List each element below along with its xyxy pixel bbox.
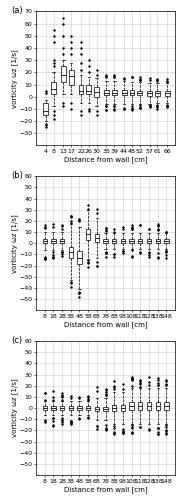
Text: (b): (b)	[11, 171, 23, 180]
PathPatch shape	[60, 240, 64, 242]
PathPatch shape	[121, 240, 125, 242]
PathPatch shape	[147, 90, 152, 96]
PathPatch shape	[51, 406, 56, 410]
PathPatch shape	[61, 66, 66, 82]
PathPatch shape	[77, 406, 82, 410]
PathPatch shape	[51, 240, 56, 242]
PathPatch shape	[112, 404, 116, 411]
PathPatch shape	[103, 240, 108, 242]
PathPatch shape	[138, 402, 143, 410]
PathPatch shape	[43, 240, 47, 242]
PathPatch shape	[60, 406, 64, 410]
PathPatch shape	[79, 84, 84, 94]
PathPatch shape	[129, 402, 134, 410]
PathPatch shape	[155, 402, 160, 410]
PathPatch shape	[86, 406, 90, 410]
PathPatch shape	[69, 246, 73, 258]
PathPatch shape	[165, 91, 170, 96]
PathPatch shape	[147, 240, 151, 242]
Y-axis label: vorticity ωz [1/s]: vorticity ωz [1/s]	[11, 49, 18, 108]
PathPatch shape	[138, 240, 143, 242]
PathPatch shape	[77, 251, 82, 264]
PathPatch shape	[164, 402, 169, 410]
PathPatch shape	[104, 90, 109, 95]
X-axis label: Distance from wall [cm]: Distance from wall [cm]	[64, 156, 147, 164]
Text: (a): (a)	[11, 6, 23, 15]
PathPatch shape	[86, 84, 91, 94]
PathPatch shape	[86, 229, 90, 240]
PathPatch shape	[129, 240, 134, 242]
PathPatch shape	[112, 240, 116, 242]
X-axis label: Distance from wall [cm]: Distance from wall [cm]	[64, 486, 147, 493]
PathPatch shape	[69, 70, 74, 84]
PathPatch shape	[164, 240, 169, 242]
PathPatch shape	[95, 407, 99, 412]
PathPatch shape	[155, 240, 160, 242]
PathPatch shape	[103, 407, 108, 412]
PathPatch shape	[121, 404, 125, 411]
PathPatch shape	[69, 406, 73, 410]
PathPatch shape	[137, 90, 142, 96]
PathPatch shape	[122, 90, 126, 95]
X-axis label: Distance from wall [cm]: Distance from wall [cm]	[64, 322, 147, 328]
PathPatch shape	[43, 103, 48, 115]
PathPatch shape	[95, 234, 99, 241]
PathPatch shape	[94, 87, 99, 97]
Y-axis label: vorticity ωz [1/s]: vorticity ωz [1/s]	[11, 378, 18, 438]
PathPatch shape	[43, 406, 47, 410]
PathPatch shape	[155, 91, 160, 96]
Y-axis label: vorticity ωz [1/s]: vorticity ωz [1/s]	[11, 214, 18, 272]
PathPatch shape	[147, 402, 151, 410]
PathPatch shape	[130, 90, 134, 96]
PathPatch shape	[51, 82, 56, 94]
PathPatch shape	[112, 90, 117, 95]
Text: (c): (c)	[11, 336, 22, 344]
